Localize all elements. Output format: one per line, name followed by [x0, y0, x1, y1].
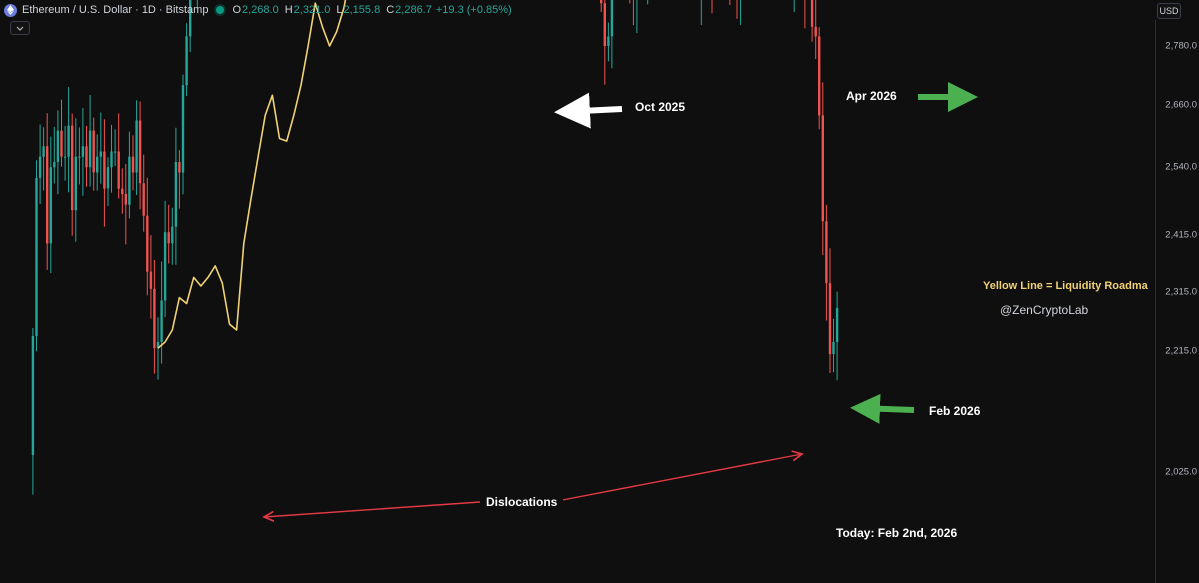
candle-body	[156, 342, 160, 348]
candle-body	[106, 167, 110, 189]
candle-body	[113, 151, 117, 153]
candle-body	[78, 156, 81, 158]
feb-arrow	[850, 393, 915, 424]
candle-body	[178, 162, 181, 173]
candle-body	[174, 162, 178, 227]
close-value: 2,286.7	[395, 4, 432, 16]
candle-body	[99, 151, 102, 157]
symbol-header: Ethereum / U.S. Dollar · 1D · Bitstamp O…	[0, 0, 1155, 20]
candle-body	[60, 130, 63, 157]
candle-body	[160, 300, 163, 342]
candle-body	[828, 283, 832, 355]
candle-body	[124, 193, 127, 205]
ohlc-values: O 2,268.0 H 2,321.0 L 2,155.8 C 2,286.7	[232, 4, 431, 16]
candle-body	[167, 232, 170, 244]
candle-body	[121, 188, 124, 194]
candle-body	[49, 167, 52, 244]
candle-body	[38, 156, 42, 178]
live-status-dot	[216, 6, 225, 14]
label-feb-2026: Feb 2026	[929, 404, 981, 418]
candle-body	[171, 226, 174, 244]
candle-body	[603, 3, 606, 46]
dislocation-arrow-right	[551, 454, 802, 503]
chevron-down-icon	[16, 26, 24, 31]
candle-body	[103, 151, 106, 189]
candle-body	[814, 26, 817, 37]
candle-body	[35, 177, 38, 337]
candle-body	[610, 0, 614, 37]
candle-body	[825, 221, 828, 284]
candle-body	[835, 308, 839, 342]
candle-body	[163, 232, 167, 301]
label-today: Today: Feb 2nd, 2026	[836, 526, 958, 540]
currency-selector[interactable]: USD	[1157, 3, 1181, 19]
candle-body	[832, 342, 835, 355]
candle-body	[128, 156, 131, 205]
candle-body	[600, 0, 603, 4]
price-tick-label: 2,540.0	[1165, 161, 1197, 173]
candle-body	[53, 162, 56, 168]
candle-body	[131, 156, 135, 173]
candle-body	[56, 130, 60, 162]
candle-body	[146, 215, 149, 272]
price-tick-label: 2,215.0	[1165, 345, 1197, 357]
candle-body	[181, 85, 185, 173]
high-key: H	[284, 4, 293, 16]
price-tick-label: 2,025.0	[1165, 466, 1197, 478]
candle-body	[185, 36, 188, 86]
candle-body	[607, 36, 610, 46]
price-axis[interactable]: 5,400.05,000.04,600.04,400.04,200.04,000…	[1155, 20, 1199, 583]
candle-body	[88, 130, 92, 168]
candle-body	[74, 156, 77, 211]
candle-body	[92, 130, 95, 173]
candlestick-series	[31, 0, 839, 495]
candle-body	[46, 146, 49, 244]
high-value: 2,321.0	[293, 4, 331, 16]
candle-body	[63, 156, 67, 158]
low-key: L	[336, 4, 343, 16]
close-key: C	[386, 4, 395, 16]
candle-body	[71, 125, 74, 211]
label-apr-2026: Apr 2026	[846, 89, 897, 103]
ethereum-icon	[4, 3, 17, 17]
candle-body	[142, 183, 145, 216]
author-credit: @ZenCryptoLab	[1000, 303, 1089, 317]
price-tick-label: 2,415.0	[1165, 229, 1197, 241]
candle-body	[149, 271, 153, 289]
price-tick-label: 2,780.0	[1165, 40, 1197, 52]
label-oct-2025: Oct 2025	[635, 100, 686, 114]
candle-body	[135, 120, 138, 173]
candle-body	[67, 125, 70, 157]
open-value: 2,268.0	[242, 4, 279, 16]
candle-body	[189, 0, 192, 37]
dislocation-arrow-left	[264, 501, 481, 517]
symbol-title[interactable]: Ethereum / U.S. Dollar · 1D · Bitstamp	[22, 4, 209, 16]
candle-body	[821, 115, 824, 222]
oct-arrow	[554, 92, 623, 129]
candle-body	[31, 336, 35, 455]
candle-body	[110, 151, 113, 168]
candle-body	[117, 151, 120, 189]
price-tick-label: 2,660.0	[1165, 99, 1197, 111]
candle-body	[153, 288, 156, 349]
chart-area[interactable]	[0, 0, 1155, 583]
candle-body	[810, 0, 814, 27]
price-tick-label: 2,315.0	[1165, 286, 1197, 298]
low-value: 2,155.8	[343, 4, 381, 16]
label-dislocations: Dislocations	[480, 495, 564, 509]
candle-body	[96, 156, 99, 173]
legend-liquidity-roadmap: Yellow Line = Liquidity Roadma	[983, 280, 1148, 292]
candle-body	[138, 120, 142, 184]
liquidity-roadmap-line	[157, 0, 347, 349]
candle-body	[42, 146, 45, 157]
price-change: +19.3 (+0.85%)	[435, 4, 512, 16]
open-key: O	[232, 4, 242, 16]
candle-body	[818, 36, 821, 116]
collapse-legend-button[interactable]	[10, 21, 30, 35]
candle-body	[85, 146, 88, 168]
candle-body	[81, 146, 85, 157]
